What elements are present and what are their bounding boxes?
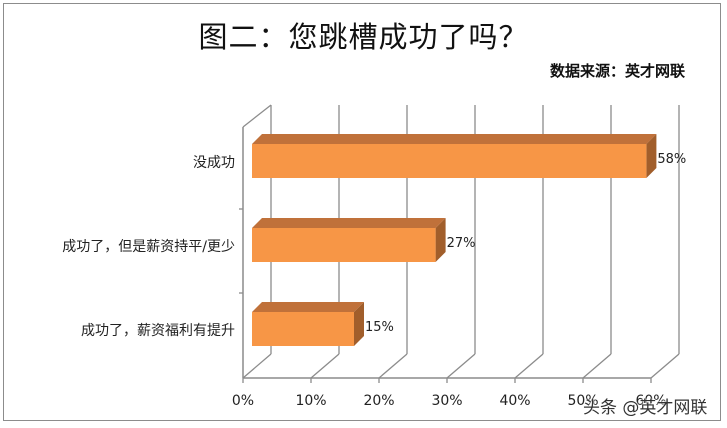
category-label: 没成功 [193,155,235,171]
x-tick-label: 0% [231,393,255,409]
bar [252,218,446,262]
value-label: 27% [446,236,476,251]
value-label: 58% [657,152,687,167]
bar [252,134,657,178]
data-source-label: 数据来源：英才网联 [549,62,685,80]
value-label: 15% [365,320,394,335]
x-tick-label: 40% [499,393,531,409]
x-tick-label: 30% [431,393,463,409]
x-tick-label: 50% [567,393,599,409]
x-tick-label: 20% [363,393,395,409]
category-label: 成功了，薪资福利有提升 [81,323,235,339]
bars [252,134,657,346]
chart-frame [3,3,721,421]
x-tick-label: 10% [295,393,327,409]
watermark: 头条 @英才网联 [583,398,708,418]
chart-title: 图二：您跳槽成功了吗？ [198,20,529,54]
x-tick-label: 60% [635,393,667,409]
bar [252,302,364,346]
category-label: 成功了，但是薪资持平/更少 [62,239,235,255]
